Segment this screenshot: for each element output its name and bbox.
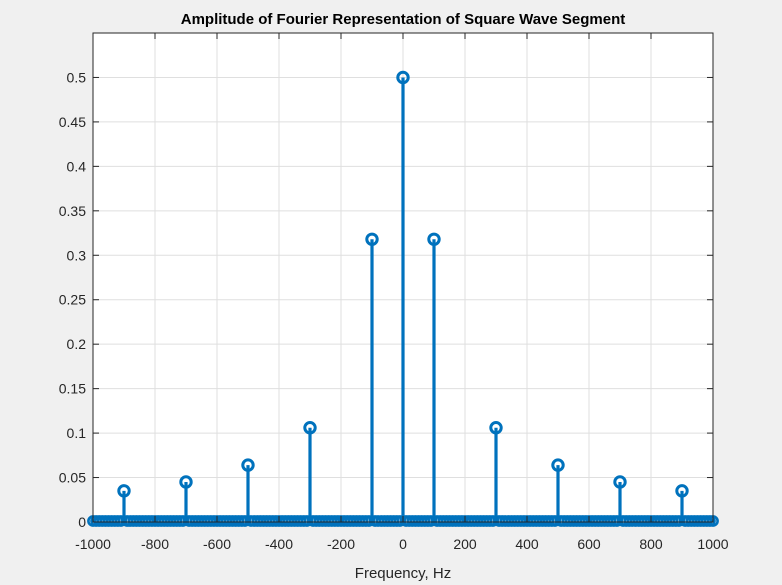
chart-title: Amplitude of Fourier Representation of S… (181, 11, 626, 28)
y-tick-label: 0.15 (59, 381, 86, 397)
y-tick-label: 0.2 (67, 336, 87, 352)
x-tick-label: 400 (515, 536, 539, 552)
x-axis: -1000 -800 -600 -400 -200 0 200 400 600 800 1000 (75, 33, 729, 552)
y-tick-label: 0.4 (67, 158, 87, 174)
stem-marker (489, 421, 503, 435)
stem-marker (551, 458, 565, 472)
x-tick-label: -1000 (75, 536, 111, 552)
x-tick-label: -600 (203, 536, 231, 552)
y-tick-label: 0.05 (59, 470, 86, 486)
y-axis: 0 0.05 0.1 0.15 0.2 0.25 0.3 0.35 0.4 0.45 0.5 (59, 69, 713, 530)
x-tick-label: -200 (327, 536, 355, 552)
stem-marker (613, 475, 627, 489)
x-tick-label: 200 (453, 536, 477, 552)
stem-marker (241, 458, 255, 472)
y-tick-label: 0.25 (59, 292, 86, 308)
stem-marker (675, 484, 689, 498)
stem-marker (303, 421, 317, 435)
x-tick-label: -400 (265, 536, 293, 552)
y-tick-label: 0 (78, 514, 86, 530)
x-axis-label: Frequency, Hz (355, 565, 451, 582)
x-tick-label: 600 (577, 536, 601, 552)
markers (87, 70, 719, 527)
y-tick-label: 0.5 (67, 69, 87, 85)
y-tick-label: 0.45 (59, 114, 86, 130)
x-tick-label: 1000 (697, 536, 728, 552)
x-tick-label: 0 (399, 536, 407, 552)
y-tick-label: 0.3 (67, 247, 87, 263)
stem-marker (396, 70, 410, 85)
y-tick-label: 0.1 (67, 425, 87, 441)
stem-marker (179, 475, 193, 489)
stem-marker (117, 484, 131, 498)
x-tick-label: 800 (639, 536, 663, 552)
x-tick-label: -800 (141, 536, 169, 552)
stem-marker (427, 232, 441, 246)
stem-marker (365, 232, 379, 246)
y-tick-label: 0.35 (59, 203, 86, 219)
